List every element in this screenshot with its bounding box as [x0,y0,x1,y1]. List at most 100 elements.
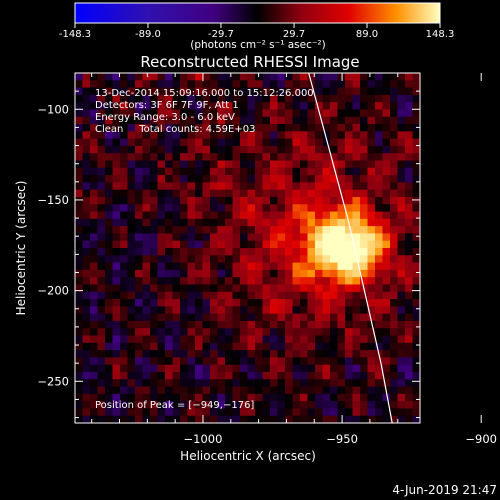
heatmap-cell [172,73,181,81]
heatmap-cell [172,291,181,300]
heatmap-cell [195,87,203,96]
heatmap-cell [232,138,241,147]
heatmap-cell [270,94,278,103]
heatmap-cell [105,218,113,227]
heatmap-cell [397,145,406,154]
heatmap-cell [112,328,121,336]
heatmap-cell [300,328,308,336]
heatmap-cell [142,313,151,322]
heatmap-cell [352,255,361,263]
heatmap-cell [405,357,413,366]
heatmap-cell [292,277,301,285]
heatmap-cell [225,255,233,263]
heatmap-cell [367,131,376,140]
heatmap-cell [285,393,293,402]
heatmap-cell [90,408,98,417]
heatmap-cell [150,116,158,125]
heatmap-cell [412,240,420,249]
heatmap-cell [322,102,331,110]
heatmap-cell [255,371,263,380]
heatmap-cell [300,73,308,81]
heatmap-cell [390,306,398,315]
heatmap-cell [82,196,91,205]
heatmap-cell [382,335,391,344]
heatmap-cell [367,255,376,263]
heatmap-cell [390,73,398,81]
heatmap-cell [97,255,106,263]
heatmap-cell [195,379,203,387]
heatmap-cell [180,386,188,395]
heatmap-cell [382,371,391,380]
heatmap-cell [180,350,188,358]
heatmap-cell [367,73,376,81]
heatmap-cell [202,240,211,249]
heatmap-cell [157,102,166,110]
heatmap-cell [412,167,420,176]
heatmap-cell [157,73,166,81]
heatmap-cell [210,371,218,380]
heatmap-cell [172,357,181,366]
heatmap-cell [90,94,98,103]
heatmap-cell [307,175,316,183]
heatmap-cell [405,167,413,176]
heatmap-cell [382,80,391,88]
heatmap-cell [382,408,391,417]
heatmap-cell [97,102,106,110]
heatmap-cell [150,145,158,154]
heatmap-cell [300,335,308,344]
heatmap-cell [150,80,158,88]
heatmap-cell [195,80,203,88]
heatmap-cell [300,313,308,322]
heatmap-cell [187,379,196,387]
heatmap-cell [397,116,406,125]
heatmap-cell [285,160,293,169]
heatmap-cell [120,335,128,344]
heatmap-cell [202,415,211,423]
heatmap-cell [165,189,173,198]
heatmap-cell [255,204,263,212]
heatmap-cell [225,393,233,402]
heatmap-cell [330,131,338,140]
heatmap-cell [165,80,173,88]
heatmap-cell [382,116,391,125]
colorbar: -148.3 -89.0 -29.7 29.7 89.0 148.3 (photons c… [59,2,454,51]
heatmap-cell [165,328,173,336]
heatmap-cell [187,386,196,395]
heatmap-cell [330,401,338,409]
heatmap-cell [240,393,248,402]
heatmap-cell [375,124,383,132]
heatmap-cell [210,116,218,125]
heatmap-cell [390,218,398,227]
heatmap-cell [367,357,376,366]
heatmap-cell [157,109,166,118]
heatmap-cell [82,393,91,402]
heatmap-cell [352,335,361,344]
heatmap-cell [75,299,83,307]
heatmap-cell [277,277,286,285]
heatmap-cell [360,357,368,366]
heatmap-cell [390,320,398,329]
heatmap-cell [105,211,113,220]
heatmap-cell [82,306,91,315]
heatmap-cell [150,160,158,169]
heatmap-cell [382,291,391,300]
heatmap-cell [202,167,211,176]
heatmap-cell [247,204,256,212]
heatmap-cell [150,342,158,351]
heatmap-cell [345,415,353,423]
heatmap-cell [187,342,196,351]
heatmap-cell [405,160,413,169]
heatmap-cell [345,335,353,344]
heatmap-cell [225,320,233,329]
heatmap-cell [210,240,218,249]
heatmap-cell [165,248,173,256]
heatmap-cell [360,145,368,154]
heatmap-cell [97,364,106,373]
heatmap-cell [262,262,271,271]
heatmap-cell [397,320,406,329]
heatmap-cell [135,196,143,205]
heatmap-cell [300,371,308,380]
y-tick-label: −200 [37,284,69,298]
heatmap-cell [390,415,398,423]
heatmap-cell [127,379,136,387]
